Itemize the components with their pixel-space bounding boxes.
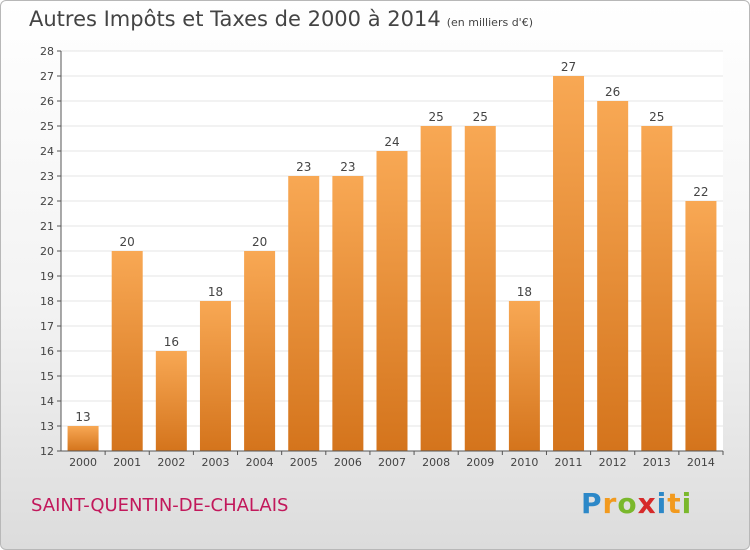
bar-2014 [685, 201, 717, 451]
y-tick-label: 23 [40, 170, 54, 183]
x-tick-label: 2009 [466, 456, 494, 469]
proxiti-logo: Proxiti [581, 487, 692, 520]
y-tick-label: 13 [40, 420, 54, 433]
data-label: 13 [75, 410, 90, 424]
logo-letter: o [617, 487, 638, 520]
chart-title: Autres Impôts et Taxes de 2000 à 2014 (en… [29, 7, 533, 31]
data-label: 26 [605, 85, 620, 99]
x-tick-label: 2007 [378, 456, 406, 469]
data-label: 20 [252, 235, 267, 249]
bar-2003 [199, 301, 231, 451]
x-tick-label: 2000 [69, 456, 97, 469]
x-tick-label: 2014 [687, 456, 715, 469]
y-tick-label: 17 [40, 320, 54, 333]
y-tick-label: 26 [40, 95, 54, 108]
bar-2010 [508, 301, 540, 451]
data-label: 16 [164, 335, 179, 349]
data-label: 25 [473, 110, 488, 124]
x-tick-label: 2004 [246, 456, 274, 469]
bar-2011 [553, 76, 585, 451]
data-label: 18 [517, 285, 532, 299]
y-tick-label: 14 [40, 395, 54, 408]
logo-letter: x [637, 487, 657, 520]
bar-2002 [155, 351, 187, 451]
data-label: 27 [561, 60, 576, 74]
x-tick-label: 2002 [157, 456, 185, 469]
x-tick-label: 2001 [113, 456, 141, 469]
logo-letter: P [581, 487, 603, 520]
data-label: 25 [649, 110, 664, 124]
bar-2006 [332, 176, 364, 451]
data-label: 25 [428, 110, 443, 124]
data-label: 18 [208, 285, 223, 299]
bar-2009 [464, 126, 496, 451]
bar-2012 [597, 101, 629, 451]
chart-unit: (en milliers d'€) [446, 16, 533, 29]
y-tick-label: 15 [40, 370, 54, 383]
data-label: 24 [384, 135, 399, 149]
y-tick-label: 19 [40, 270, 54, 283]
logo-letter: i [656, 487, 668, 520]
data-label: 20 [120, 235, 135, 249]
x-tick-label: 2006 [334, 456, 362, 469]
chart-title-text: Autres Impôts et Taxes de 2000 à 2014 [29, 7, 441, 31]
bar-2013 [641, 126, 673, 451]
bar-2005 [288, 176, 320, 451]
x-tick-label: 2008 [422, 456, 450, 469]
logo-letter: r [602, 487, 618, 520]
logo-letter: i [681, 487, 693, 520]
y-tick-label: 25 [40, 120, 54, 133]
x-tick-label: 2011 [555, 456, 583, 469]
y-tick-label: 16 [40, 345, 54, 358]
logo-letter: t [667, 487, 682, 520]
data-label: 23 [296, 160, 311, 174]
y-tick-label: 21 [40, 220, 54, 233]
x-tick-label: 2013 [643, 456, 671, 469]
bar-2004 [244, 251, 276, 451]
x-tick-label: 2005 [290, 456, 318, 469]
data-label: 22 [693, 185, 708, 199]
x-tick-label: 2010 [510, 456, 538, 469]
data-label: 23 [340, 160, 355, 174]
place-name: SAINT-QUENTIN-DE-CHALAIS [31, 495, 289, 516]
bar-chart: 13 20 16 18 20 23 23 24 25 25 18 27 26 25 22 12 13 14 15 1… [40, 45, 724, 469]
y-tick-label: 18 [40, 295, 54, 308]
y-tick-label: 20 [40, 245, 54, 258]
y-tick-label: 27 [40, 70, 54, 83]
bar-2001 [111, 251, 143, 451]
y-tick-label: 12 [40, 445, 54, 458]
y-tick-label: 22 [40, 195, 54, 208]
bar-2007 [376, 151, 408, 451]
y-tick-label: 28 [40, 45, 54, 58]
bar-2008 [420, 126, 452, 451]
x-tick-label: 2012 [599, 456, 627, 469]
y-tick-label: 24 [40, 145, 54, 158]
x-tick-label: 2003 [201, 456, 229, 469]
bar-2000 [67, 426, 99, 451]
